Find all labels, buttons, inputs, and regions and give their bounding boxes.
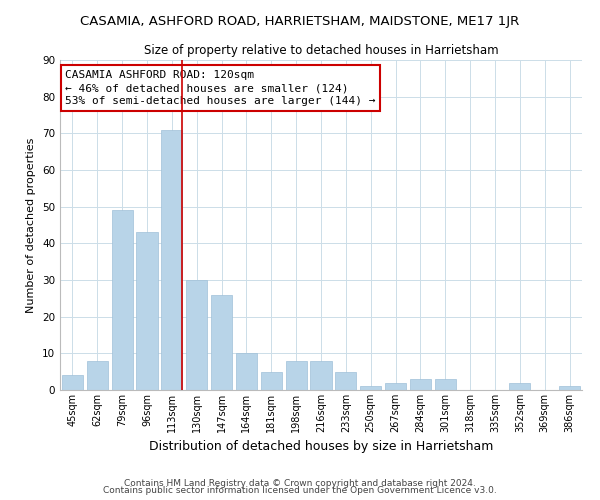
Title: Size of property relative to detached houses in Harrietsham: Size of property relative to detached ho… <box>143 44 499 58</box>
Bar <box>310 360 332 390</box>
Bar <box>112 210 133 390</box>
Bar <box>509 382 530 390</box>
Text: Contains public sector information licensed under the Open Government Licence v3: Contains public sector information licen… <box>103 486 497 495</box>
Bar <box>435 379 456 390</box>
X-axis label: Distribution of detached houses by size in Harrietsham: Distribution of detached houses by size … <box>149 440 493 454</box>
Text: CASAMIA, ASHFORD ROAD, HARRIETSHAM, MAIDSTONE, ME17 1JR: CASAMIA, ASHFORD ROAD, HARRIETSHAM, MAID… <box>80 15 520 28</box>
Text: CASAMIA ASHFORD ROAD: 120sqm
← 46% of detached houses are smaller (124)
53% of s: CASAMIA ASHFORD ROAD: 120sqm ← 46% of de… <box>65 70 376 106</box>
Bar <box>559 386 580 390</box>
Bar <box>186 280 207 390</box>
Y-axis label: Number of detached properties: Number of detached properties <box>26 138 37 312</box>
Bar <box>236 354 257 390</box>
Bar <box>136 232 158 390</box>
Bar <box>62 376 83 390</box>
Bar <box>211 294 232 390</box>
Bar <box>385 382 406 390</box>
Bar <box>87 360 108 390</box>
Bar <box>360 386 381 390</box>
Bar <box>335 372 356 390</box>
Text: Contains HM Land Registry data © Crown copyright and database right 2024.: Contains HM Land Registry data © Crown c… <box>124 478 476 488</box>
Bar <box>261 372 282 390</box>
Bar <box>286 360 307 390</box>
Bar <box>410 379 431 390</box>
Bar <box>161 130 182 390</box>
